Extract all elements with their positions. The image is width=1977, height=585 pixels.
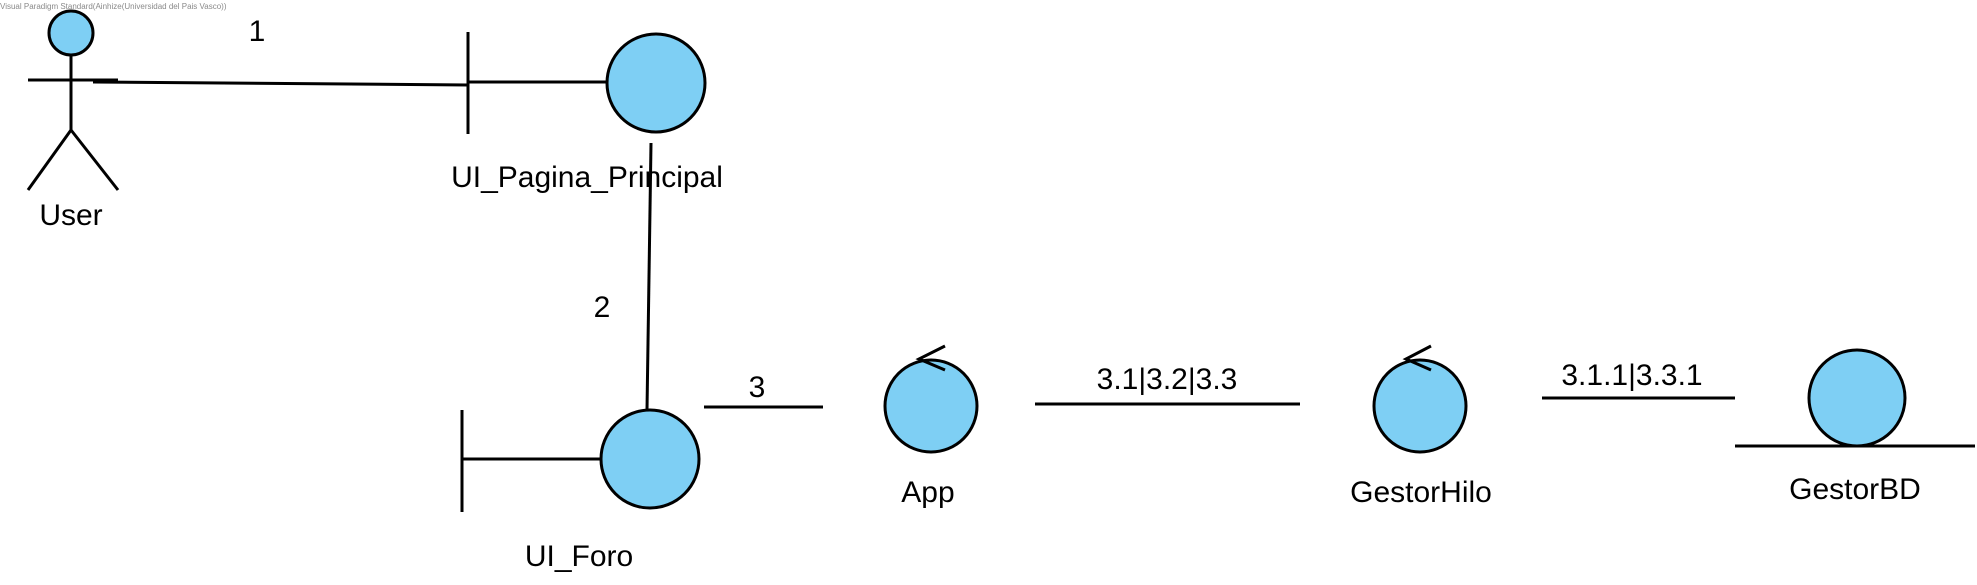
boundary-ui-pagina-principal[interactable]: UI_Pagina_Principal: [451, 32, 723, 194]
watermark-text: Visual Paradigm Standard(Ainhize(Univers…: [0, 2, 227, 11]
actor-head: [47, 9, 95, 57]
control-app-label: App: [901, 476, 954, 509]
link-ui-foro-app[interactable]: 3: [704, 371, 823, 409]
link-label-1: 1: [249, 15, 266, 48]
link-label-3-1-3-2-3-3: 3.1|3.2|3.3: [1097, 363, 1238, 396]
boundary-circle: [599, 408, 701, 510]
boundary-ui-pagina-principal-label: UI_Pagina_Principal: [451, 161, 723, 194]
control-circle: [883, 358, 979, 454]
link-app-gestor-hilo[interactable]: 3.1|3.2|3.3: [1035, 363, 1300, 406]
link-ui-pagina-principal-ui-foro[interactable]: 2: [594, 142, 653, 411]
boundary-ui-foro[interactable]: UI_Foro: [460, 408, 701, 573]
control-circle: [1372, 358, 1468, 454]
actor-user[interactable]: User: [26, 9, 120, 232]
boundary-ui-foro-label: UI_Foro: [525, 540, 633, 573]
control-app[interactable]: App: [883, 344, 979, 509]
link-label-2: 2: [594, 291, 611, 324]
link-gestor-hilo-gestor-bd[interactable]: 3.1.1|3.3.1: [1542, 359, 1735, 400]
link-label-3-1-1-3-3-1: 3.1.1|3.3.1: [1561, 359, 1702, 392]
control-arrow-icon: [915, 344, 946, 372]
control-gestor-hilo[interactable]: GestorHilo: [1350, 344, 1492, 509]
link-user-ui-pagina-principal[interactable]: 1: [92, 15, 469, 87]
boundary-circle: [605, 32, 707, 134]
entity-gestor-bd-label: GestorBD: [1789, 473, 1921, 506]
control-gestor-hilo-label: GestorHilo: [1350, 476, 1492, 509]
link-label-3: 3: [749, 371, 766, 404]
actor-user-label: User: [39, 199, 102, 232]
entity-gestor-bd[interactable]: GestorBD: [1735, 348, 1975, 506]
entity-circle: [1807, 348, 1907, 448]
control-arrow-icon: [1402, 344, 1432, 372]
